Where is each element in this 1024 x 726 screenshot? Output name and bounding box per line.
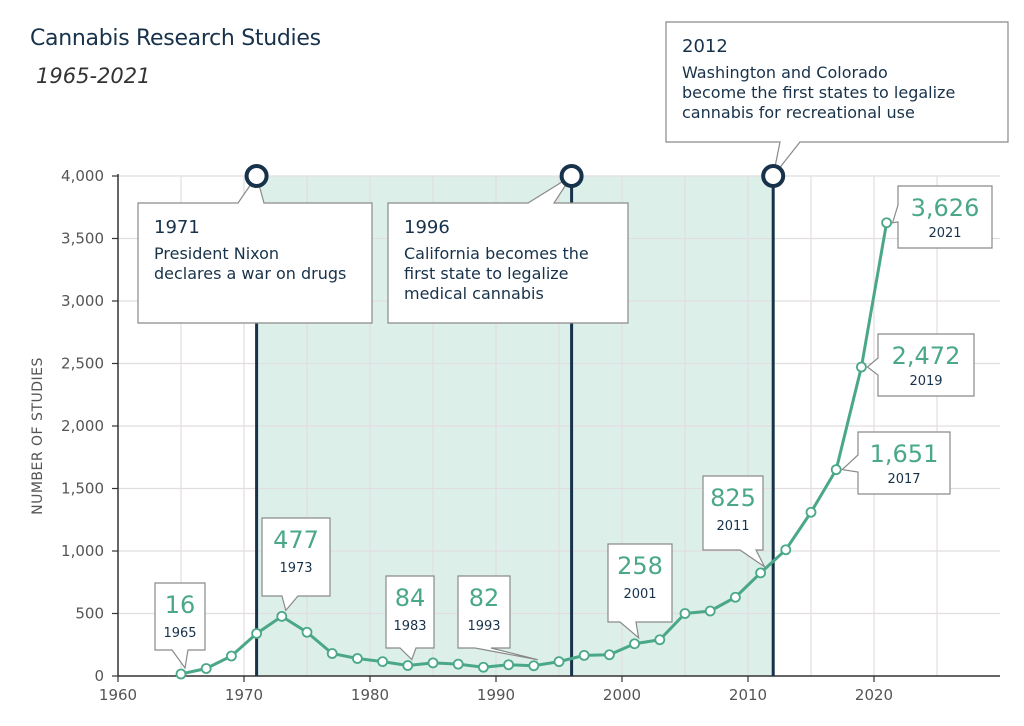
- data-point: [326, 648, 338, 659]
- x-tick-label: 1960: [99, 686, 137, 704]
- value-callout-box: [385, 575, 435, 661]
- data-point: [276, 610, 288, 622]
- data-point: [755, 567, 766, 579]
- data-point: [175, 668, 187, 680]
- data-point: [477, 661, 489, 673]
- data-point: [503, 659, 515, 671]
- value-callout-box: [891, 185, 993, 249]
- data-point: [377, 656, 389, 668]
- data-point: [856, 361, 867, 373]
- event-year: 1996: [404, 217, 450, 238]
- data-point: [578, 649, 590, 661]
- event-description: Washington and Colorado: [682, 63, 888, 82]
- data-label-year: 2021: [928, 226, 961, 241]
- value-callout-box: [607, 543, 673, 640]
- data-point: [730, 591, 741, 603]
- data-point: [805, 506, 817, 518]
- data-point: [225, 650, 237, 662]
- event-description: first state to legalize: [404, 264, 569, 283]
- y-tick-label: 1,000: [61, 542, 104, 560]
- y-tick-label: 2,500: [61, 355, 104, 373]
- data-point: [452, 658, 464, 670]
- event-description: cannabis for recreational use: [682, 103, 915, 122]
- data-point: [427, 657, 439, 669]
- data-point: [881, 217, 892, 229]
- value-callout-box: [261, 517, 331, 612]
- data-label-value: 16: [165, 591, 196, 619]
- data-label-year: 2011: [716, 519, 749, 534]
- y-tick-label: 4,000: [61, 167, 104, 185]
- value-callout-box: [866, 333, 975, 397]
- data-point: [780, 544, 792, 556]
- data-label-year: 1965: [163, 626, 196, 641]
- event-marker: [244, 164, 269, 188]
- value-callout-box: [702, 475, 766, 568]
- event-description: medical cannabis: [404, 284, 544, 303]
- y-tick-label: 500: [75, 605, 104, 623]
- data-point: [528, 660, 540, 672]
- chart-title: Cannabis Research Studies: [30, 26, 321, 51]
- data-label-year: 2017: [887, 472, 920, 487]
- data-point: [351, 653, 363, 664]
- data-label-value: 84: [395, 584, 426, 612]
- data-label-year: 1993: [467, 619, 500, 634]
- data-point: [830, 464, 842, 476]
- event-description: become the first states to legalize: [682, 83, 955, 102]
- data-point: [654, 634, 666, 646]
- data-label-value: 477: [273, 526, 319, 554]
- event-description: California becomes the: [404, 244, 589, 263]
- x-tick-label: 1980: [351, 686, 389, 704]
- event-description: President Nixon: [154, 244, 279, 263]
- data-label-year: 2019: [909, 374, 942, 389]
- y-tick-label: 2,000: [61, 417, 104, 435]
- data-label-year: 1983: [393, 619, 426, 634]
- data-point: [301, 626, 313, 638]
- event-callout-box: [387, 175, 629, 324]
- event-marker: [761, 164, 786, 188]
- value-callout-box: [154, 582, 206, 670]
- data-point: [604, 649, 615, 661]
- data-label-value: 2,472: [892, 342, 961, 370]
- data-point: [629, 638, 640, 650]
- data-point: [679, 608, 691, 619]
- x-tick-label: 2020: [855, 686, 893, 704]
- data-label-value: 82: [469, 584, 500, 612]
- event-marker: [559, 164, 584, 188]
- chart-subtitle: 1965-2021: [36, 64, 151, 88]
- event-callout-box: [137, 174, 373, 324]
- event-description: declares a war on drugs: [154, 264, 346, 283]
- event-year: 1971: [154, 217, 200, 238]
- data-point: [704, 605, 716, 617]
- data-label-value: 3,626: [911, 194, 980, 222]
- event-year: 2012: [682, 36, 728, 57]
- event-callout-box: [665, 21, 1009, 177]
- y-tick-label: 3,500: [61, 230, 104, 248]
- y-tick-label: 3,000: [61, 292, 104, 310]
- x-tick-label: 1970: [225, 686, 263, 704]
- y-axis-label: NUMBER OF STUDIES: [30, 357, 46, 515]
- data-point: [402, 660, 414, 671]
- x-tick-label: 2000: [603, 686, 641, 704]
- data-label-value: 825: [710, 484, 756, 512]
- x-tick-label: 1990: [477, 686, 515, 704]
- data-point: [553, 656, 565, 668]
- data-label-value: 258: [617, 552, 663, 580]
- data-label-value: 1,651: [870, 440, 939, 468]
- data-label-year: 1973: [279, 561, 312, 576]
- y-tick-label: 1,500: [61, 480, 104, 498]
- y-tick-label: 0: [94, 667, 104, 685]
- value-callout-box: [457, 575, 538, 661]
- data-label-year: 2001: [623, 587, 656, 602]
- data-point: [251, 628, 263, 639]
- data-point: [200, 663, 212, 674]
- value-callout-box: [840, 431, 951, 495]
- x-tick-label: 2010: [729, 686, 767, 704]
